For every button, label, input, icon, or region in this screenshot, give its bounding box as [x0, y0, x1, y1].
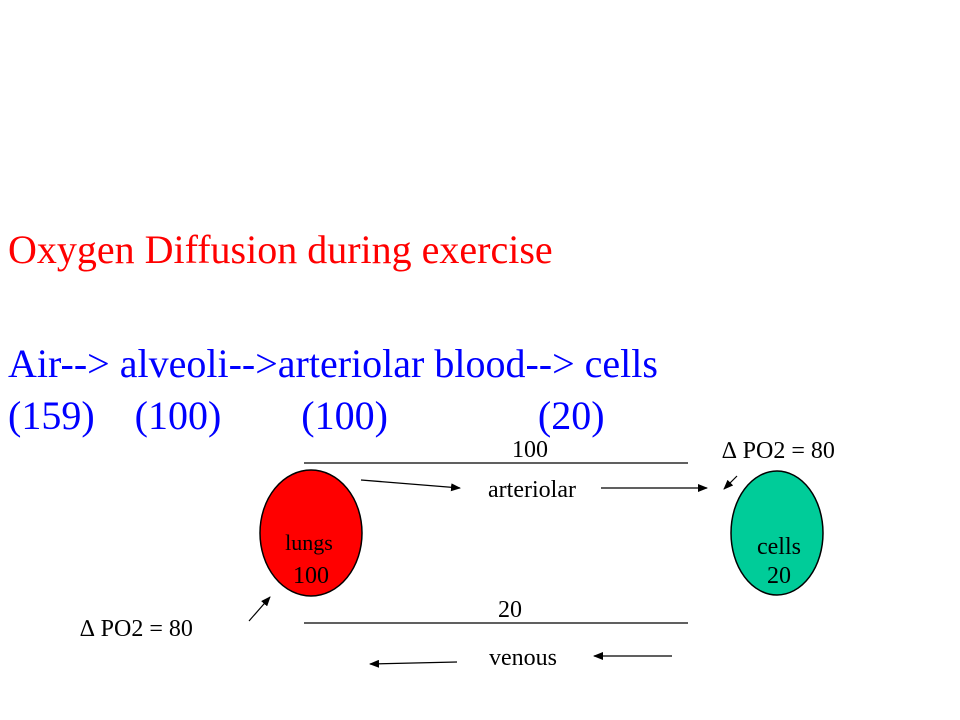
delta-po2-bottom: ∆ PO2 = 80	[80, 616, 193, 642]
diffusion-path-text: Air--> alveoli-->arteriolar blood--> cel…	[8, 341, 658, 386]
partial-pressure-row: (159) (100) (100) (20)	[8, 392, 605, 440]
slide-title: Oxygen Diffusion during exercise	[8, 227, 553, 272]
delta-top-pointer	[723, 475, 738, 490]
lungs-label: lungs	[285, 530, 333, 555]
air-pressure: (159)	[8, 393, 95, 438]
arteriolar-arrow-left	[360, 479, 461, 492]
arteriolar-label: arteriolar	[488, 477, 576, 503]
venous-label: venous	[489, 645, 557, 671]
lungs-value: 100	[293, 563, 329, 589]
delta-po2-top: ∆ PO2 = 80	[722, 438, 835, 464]
cells-label: cells	[757, 534, 801, 560]
cells-pressure: (20)	[537, 393, 605, 438]
arteriolar-value: 100	[512, 437, 548, 463]
alveoli-pressure: (100)	[134, 393, 222, 438]
venous-arrow-left	[369, 659, 458, 668]
arteriolar-blood-pressure: (100)	[301, 393, 388, 438]
cells-value: 20	[767, 563, 791, 589]
venous-value: 20	[498, 597, 522, 623]
lungs-node	[259, 469, 363, 597]
delta-bottom-pointer	[248, 596, 271, 622]
cells-node	[730, 470, 824, 596]
